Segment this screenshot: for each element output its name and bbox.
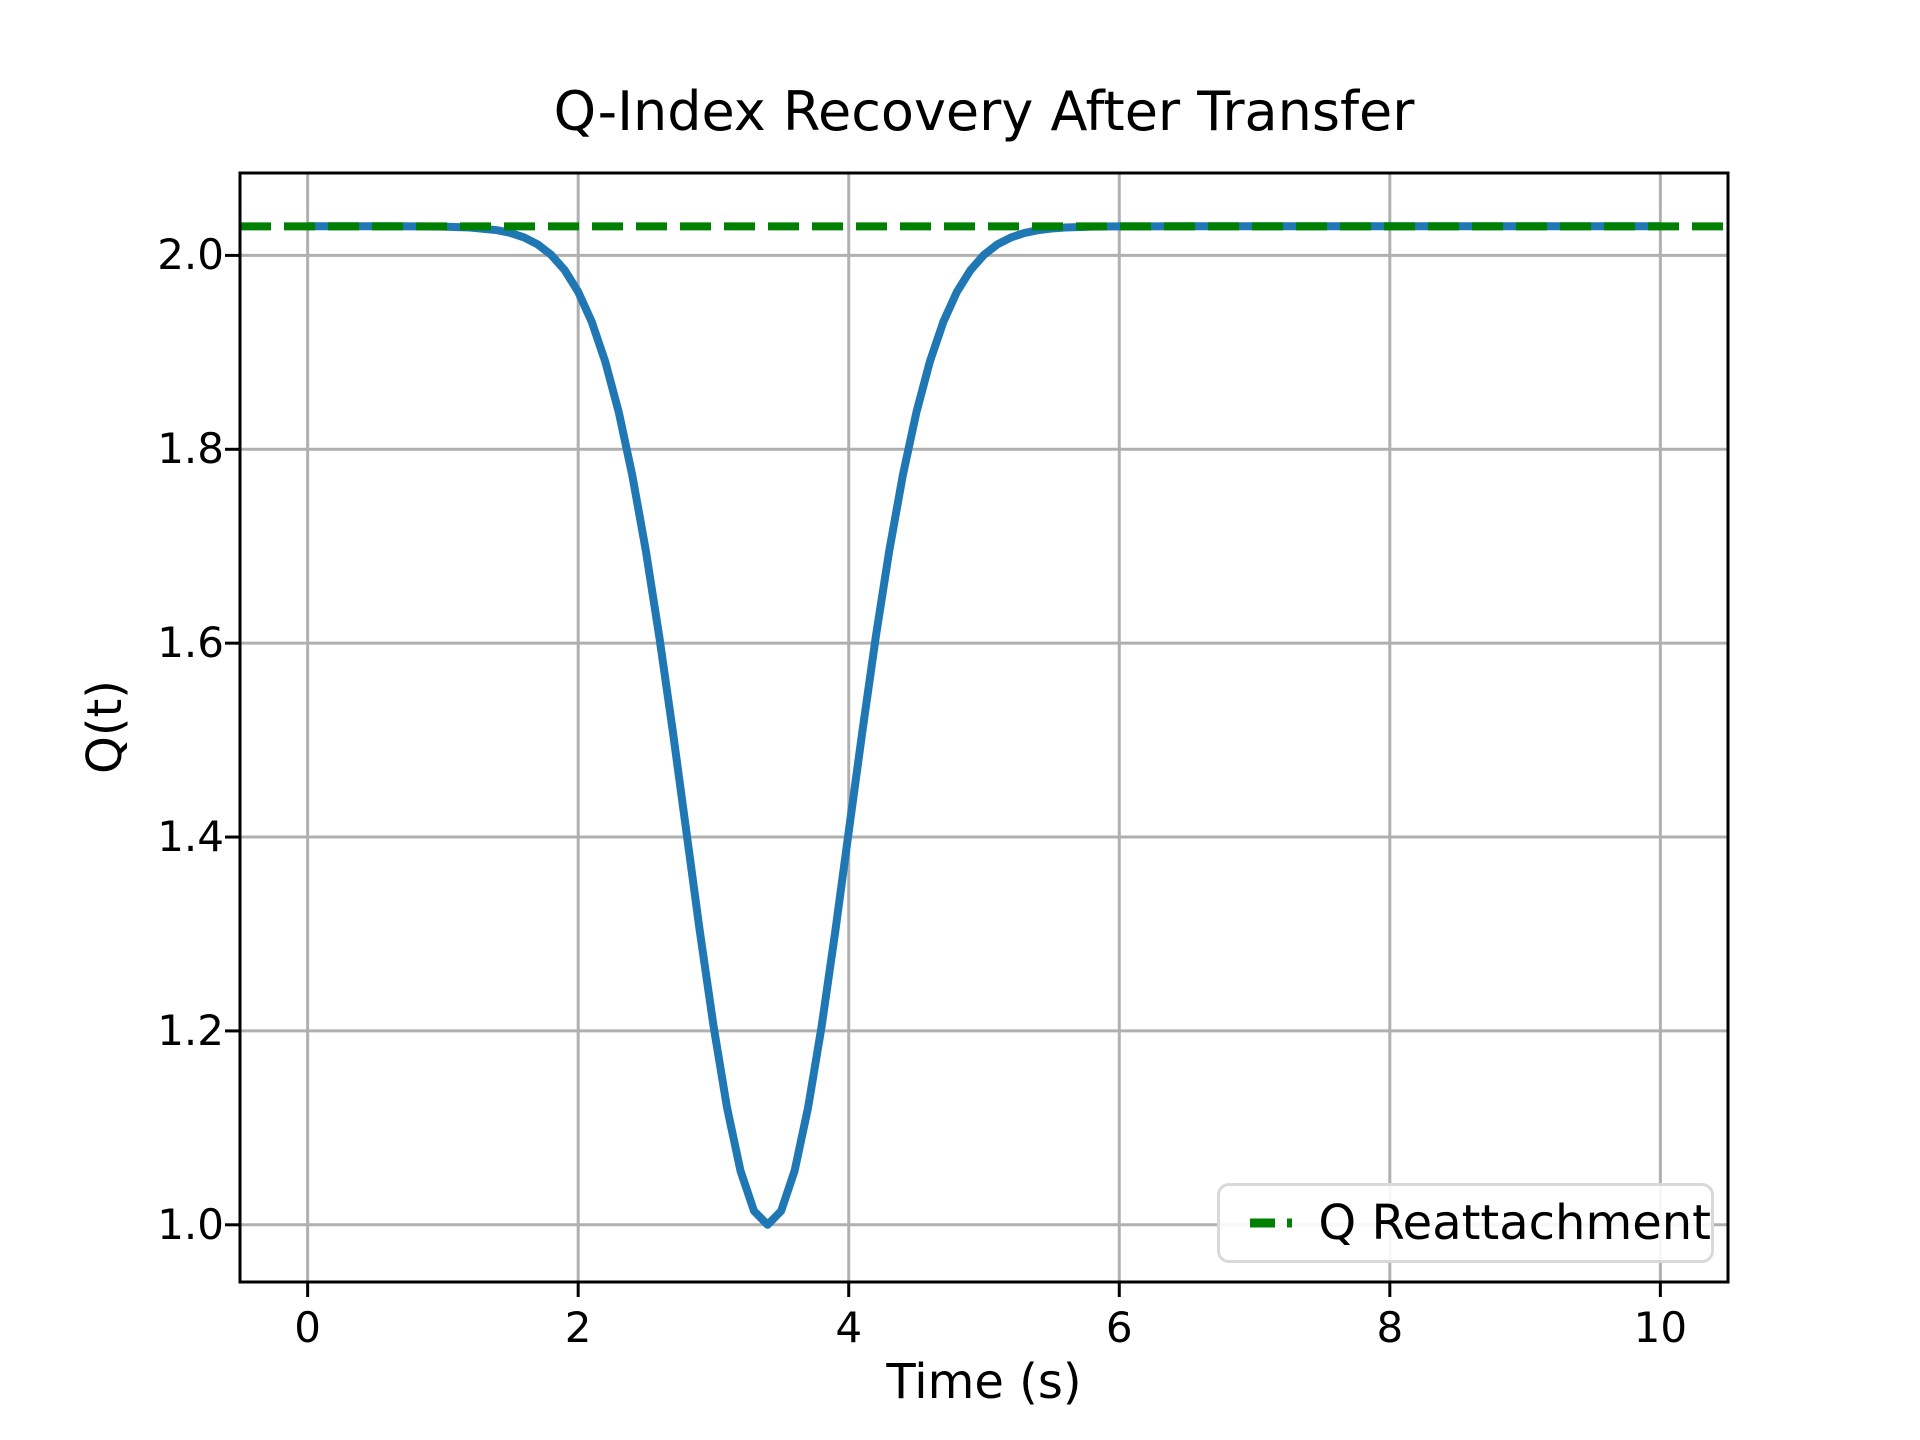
x-tick-label: 10 — [1633, 1303, 1688, 1352]
x-axis-label: Time (s) — [886, 1354, 1082, 1410]
legend: Q Reattachment — [1217, 1183, 1714, 1263]
x-tick-label: 6 — [1105, 1303, 1133, 1352]
chart-title: Q-Index Recovery After Transfer — [553, 80, 1415, 143]
x-tick-label: 8 — [1376, 1303, 1404, 1352]
legend-label: Q Reattachment — [1318, 1195, 1711, 1251]
x-tick-label: 4 — [835, 1303, 863, 1352]
legend-dashed-line-icon — [1250, 1218, 1293, 1228]
plot-border — [238, 171, 1730, 1284]
y-tick-label: 2.0 — [157, 230, 224, 280]
y-tick-label: 1.2 — [157, 1005, 224, 1055]
y-tick-label: 1.6 — [157, 618, 224, 668]
y-tick-label: 1.4 — [157, 812, 224, 862]
x-tick-label: 0 — [294, 1303, 321, 1352]
q-index-curve — [303, 222, 1665, 1229]
y-tick-label: 1.0 — [157, 1199, 224, 1249]
y-tick-label: 1.8 — [157, 424, 224, 474]
x-tick-label: 2 — [564, 1303, 592, 1352]
